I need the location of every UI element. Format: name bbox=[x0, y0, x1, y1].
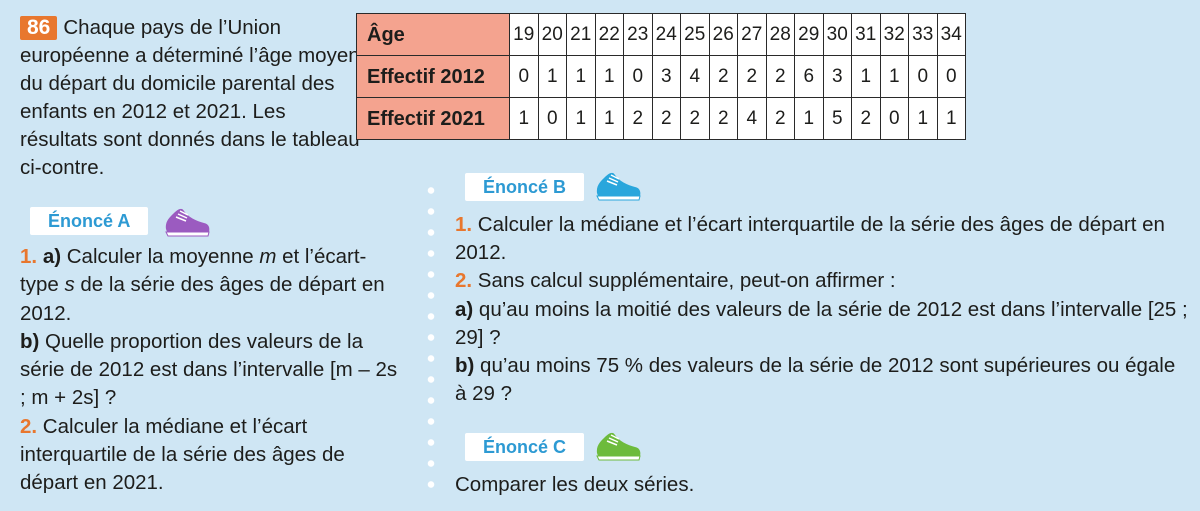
age-cell: 25 bbox=[680, 13, 710, 56]
table-row-2012: Effectif 2012 0 1 1 1 0 3 4 2 2 2 6 3 1 … bbox=[356, 55, 966, 98]
count-cell: 1 bbox=[566, 97, 596, 140]
q-letter: b) bbox=[20, 329, 40, 353]
enonce-a-text: 1. a) Calculer la moyenne m et l’écart-t… bbox=[20, 243, 400, 498]
count-cell: 2 bbox=[851, 97, 881, 140]
row-label-2012: Effectif 2012 bbox=[356, 55, 510, 98]
count-cell: 3 bbox=[822, 55, 852, 98]
age-cell: 28 bbox=[765, 13, 795, 56]
count-cell: 2 bbox=[708, 55, 738, 98]
table-row-age: Âge 19 20 21 22 23 24 25 26 27 28 29 30 … bbox=[356, 13, 966, 56]
q-text: Calculer la médiane et l’écart interquar… bbox=[20, 414, 345, 495]
age-cell: 34 bbox=[936, 13, 966, 56]
count-cell: 2 bbox=[708, 97, 738, 140]
count-cell: 1 bbox=[537, 55, 567, 98]
count-cell: 2 bbox=[765, 55, 795, 98]
row-label-age: Âge bbox=[356, 13, 510, 56]
sneaker-icon bbox=[165, 208, 210, 237]
count-cell: 0 bbox=[537, 97, 567, 140]
enonce-c-label: Énoncé C bbox=[465, 433, 585, 461]
q-text: Calculer la moyenne bbox=[61, 245, 260, 268]
enonce-a-label: Énoncé A bbox=[30, 207, 149, 235]
count-cell: 1 bbox=[794, 97, 824, 140]
data-table: Âge 19 20 21 22 23 24 25 26 27 28 29 30 … bbox=[356, 13, 966, 140]
q-text: Calculer la médiane et l’écart interquar… bbox=[455, 213, 1165, 265]
count-cell: 0 bbox=[623, 55, 653, 98]
age-cell: 24 bbox=[651, 13, 681, 56]
age-cell: 21 bbox=[566, 13, 596, 56]
var-s: s bbox=[64, 273, 75, 297]
count-cell: 0 bbox=[908, 55, 938, 98]
q-letter: b) bbox=[455, 354, 475, 378]
count-cell: 0 bbox=[509, 55, 539, 98]
age-cell: 19 bbox=[509, 13, 539, 56]
count-cell: 4 bbox=[680, 55, 710, 98]
count-cell: 2 bbox=[680, 97, 710, 140]
dotted-separator bbox=[426, 180, 436, 490]
count-cell: 1 bbox=[879, 55, 909, 98]
q-number: 2. bbox=[20, 414, 38, 438]
q-text: qu’au moins 75 % des valeurs de la série… bbox=[455, 354, 1176, 406]
sneaker-icon bbox=[596, 432, 641, 461]
count-cell: 1 bbox=[908, 97, 938, 140]
q-number: 2. bbox=[455, 269, 473, 293]
var-m: m bbox=[259, 245, 277, 268]
exercise-intro: 86 Chaque pays de l’Union européenne a dé… bbox=[20, 14, 360, 182]
q-text: et l’écart-type bbox=[20, 245, 367, 297]
age-cell: 27 bbox=[737, 13, 767, 56]
age-cell: 26 bbox=[708, 13, 738, 56]
count-cell: 1 bbox=[509, 97, 539, 140]
sneaker-icon bbox=[596, 172, 641, 201]
count-cell: 0 bbox=[936, 55, 966, 98]
count-cell: 3 bbox=[651, 55, 681, 98]
age-cell: 23 bbox=[623, 13, 653, 56]
age-cell: 30 bbox=[822, 13, 852, 56]
enonce-c-text: Comparer les deux séries. bbox=[455, 473, 695, 496]
q-text: Quelle proportion des valeurs de la séri… bbox=[20, 329, 363, 382]
age-cell: 32 bbox=[879, 13, 909, 56]
enonce-b-label: Énoncé B bbox=[465, 173, 585, 201]
age-cell: 20 bbox=[537, 13, 567, 56]
q-text: de la série des âges de départ en 2012. bbox=[20, 273, 385, 325]
q-letter: a) bbox=[42, 245, 62, 268]
count-cell: 6 bbox=[794, 55, 824, 98]
q-letter: a) bbox=[455, 297, 474, 321]
q-text: qu’au moins la moitié des valeurs de la … bbox=[455, 297, 1188, 349]
age-cell: 22 bbox=[594, 13, 624, 56]
count-cell: 2 bbox=[623, 97, 653, 140]
count-cell: 1 bbox=[851, 55, 881, 98]
exercise-number: 86 bbox=[20, 16, 58, 40]
count-cell: 2 bbox=[737, 55, 767, 98]
count-cell: 0 bbox=[879, 97, 909, 140]
age-cell: 33 bbox=[908, 13, 938, 56]
count-cell: 1 bbox=[594, 55, 624, 98]
count-cell: 2 bbox=[765, 97, 795, 140]
intro-text: Chaque pays de l’Union européenne a déte… bbox=[20, 16, 360, 179]
count-cell: 4 bbox=[737, 97, 767, 140]
count-cell: 5 bbox=[822, 97, 852, 140]
q-number: 1. bbox=[20, 245, 38, 268]
enonce-b-text: 1. Calculer la médiane et l’écart interq… bbox=[455, 211, 1190, 408]
table-row-2021: Effectif 2021 1 0 1 1 2 2 2 2 4 2 1 5 2 … bbox=[356, 97, 966, 140]
q-text: Sans calcul supplémentaire, peut-on affi… bbox=[472, 269, 896, 293]
count-cell: 1 bbox=[594, 97, 624, 140]
count-cell: 2 bbox=[651, 97, 681, 140]
row-label-2021: Effectif 2021 bbox=[356, 97, 510, 140]
age-cell: 31 bbox=[851, 13, 881, 56]
count-cell: 1 bbox=[936, 97, 966, 140]
age-cell: 29 bbox=[794, 13, 824, 56]
interval: [m – 2s ; m + 2s] ? bbox=[20, 358, 398, 410]
count-cell: 1 bbox=[566, 55, 596, 98]
q-number: 1. bbox=[455, 213, 473, 236]
